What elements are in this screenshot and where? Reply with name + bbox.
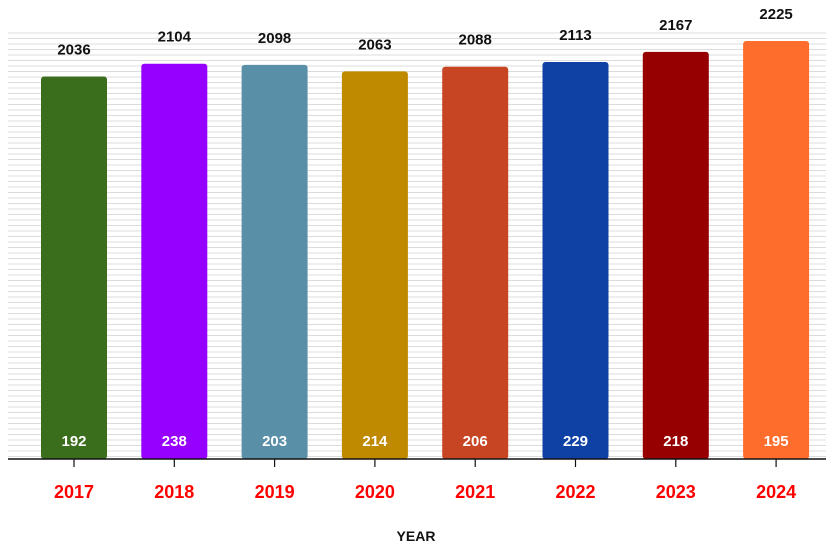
bar-2024 (743, 41, 810, 459)
x-tick-label: 2023 (656, 482, 696, 502)
x-axis: 2017 2018 2019 2020 2021 2022 2023 2024 (8, 458, 826, 502)
bar-inner-label: 206 (463, 433, 488, 450)
x-tick-label: 2022 (555, 482, 595, 502)
bar-inner-label: 203 (262, 433, 287, 450)
bars: 2036 192 2104 238 2098 203 2063 214 2088 206 2113 2… (41, 6, 810, 460)
bar-2023 (642, 51, 709, 460)
x-tick-label: 2021 (455, 482, 495, 502)
bar-value-label: 2225 (759, 6, 792, 23)
bar-value-label: 2098 (258, 30, 291, 47)
bar-value-label: 2167 (659, 17, 692, 34)
bar-value-label: 2036 (57, 42, 90, 59)
x-tick-label: 2019 (255, 482, 295, 502)
bar-2021 (442, 66, 509, 459)
bar-inner-label: 214 (362, 433, 388, 450)
bar-value-label: 2063 (358, 36, 391, 53)
x-tick-label: 2020 (355, 482, 395, 502)
bar-value-label: 2088 (459, 32, 492, 49)
bar-2019 (241, 64, 308, 460)
x-tick-label: 2017 (54, 482, 94, 502)
x-tick-label: 2024 (756, 482, 796, 502)
bar-2020 (341, 71, 408, 460)
bar-2018 (141, 63, 208, 459)
bar-inner-label: 218 (663, 433, 688, 450)
x-axis-title: YEAR (396, 528, 436, 544)
bar-inner-label: 229 (563, 433, 588, 450)
bar-inner-label: 192 (61, 433, 86, 450)
bar-value-label: 2113 (559, 27, 592, 44)
bar-2022 (542, 62, 609, 459)
bar-inner-label: 195 (764, 433, 789, 450)
bar-inner-label: 238 (162, 433, 187, 450)
x-tick-label: 2018 (154, 482, 194, 502)
bar-2017 (41, 76, 107, 459)
bar-value-label: 2104 (158, 29, 192, 46)
